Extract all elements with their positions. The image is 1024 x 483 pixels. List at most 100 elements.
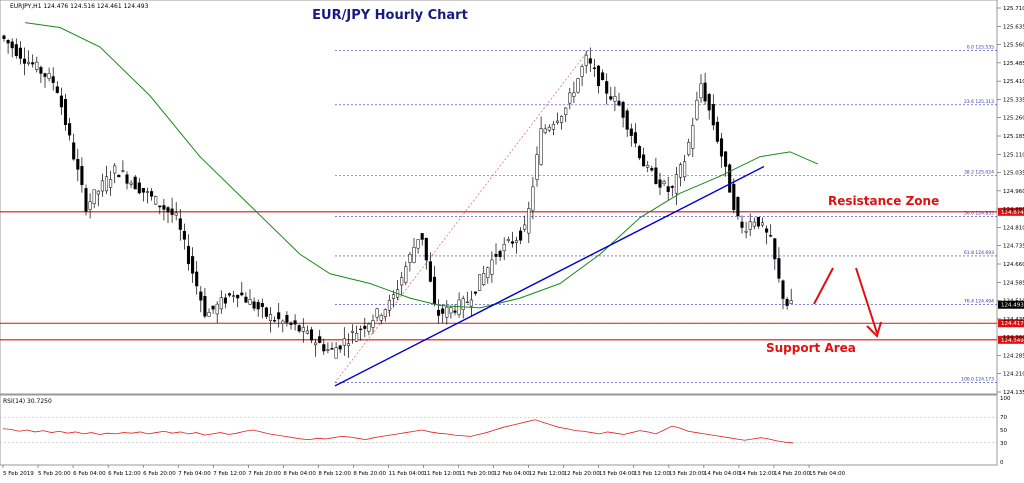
candle-body: [244, 296, 248, 303]
candle-body: [170, 208, 174, 215]
ma-layer: [24, 22, 819, 309]
candle-body: [14, 44, 18, 56]
candle-body: [375, 308, 379, 318]
candle-body: [584, 54, 588, 66]
candle-body: [609, 96, 613, 100]
candle-body: [773, 238, 777, 260]
candle-body: [449, 307, 453, 314]
candle-body: [560, 116, 564, 123]
candle-body: [719, 138, 724, 157]
x-tick-label: 5 Feb 20:00: [38, 471, 71, 477]
candle-body: [514, 240, 519, 243]
candle-body: [22, 58, 27, 64]
candle-body: [117, 174, 121, 178]
candle-body: [428, 261, 432, 282]
x-tick-label: 6 Feb 20:00: [143, 471, 176, 477]
x-tick-label: 12 Feb 20:00: [564, 471, 601, 477]
x-tick-label: 8 Feb 12:00: [318, 471, 351, 477]
candle-body: [547, 126, 551, 131]
rsi-tick-label: 0: [1000, 460, 1004, 466]
candle-body: [104, 176, 109, 192]
level-price-label: 124.417: [1001, 321, 1024, 327]
candle-body: [482, 273, 486, 285]
candle-body: [523, 224, 527, 230]
candle-body: [92, 189, 96, 205]
candle-body: [367, 323, 371, 332]
y-tick-label: 125.185: [1003, 134, 1024, 140]
fib-level-label: 38.2 125.024: [964, 169, 994, 175]
candle-body: [732, 183, 736, 210]
candle-body: [334, 347, 338, 359]
candle-body: [416, 239, 420, 249]
rsi-tick-label: 30: [1000, 441, 1007, 447]
yaxis-layer: 125.710 125.635 125.560 125.485 125.410 125.3…: [997, 6, 1024, 396]
moving-average-line: [24, 22, 819, 309]
candle-body: [535, 154, 539, 180]
candle-body: [703, 82, 707, 102]
candle-body: [301, 327, 305, 332]
x-tick-label: 13 Feb 12:00: [634, 471, 671, 477]
candle-body: [621, 101, 625, 118]
candle-body: [6, 40, 10, 44]
candle-body: [625, 110, 629, 130]
hlines-layer: 124.874 124.417 124.349 124.493: [0, 207, 1024, 344]
candle-body: [113, 165, 117, 174]
candle-body: [232, 295, 236, 297]
candle-body: [330, 348, 334, 350]
candle-body: [617, 100, 621, 106]
candle-body: [100, 180, 104, 192]
support-annotation: Support Area: [766, 341, 856, 355]
candle-body: [502, 244, 506, 252]
y-tick-label: 124.960: [1003, 189, 1024, 195]
candle-body: [748, 221, 752, 230]
candle-body: [588, 58, 592, 64]
y-tick-label: 124.285: [1003, 353, 1024, 359]
candle-body: [51, 76, 55, 83]
symbol-header: EURJPY,H1 124.476 124.516 124.461 124.49…: [10, 3, 149, 10]
candle-body: [277, 312, 281, 320]
trend-line: [334, 165, 765, 387]
candle-body: [765, 228, 769, 233]
candle-body: [174, 212, 178, 216]
candle-body: [273, 320, 277, 322]
candle-body: [363, 325, 367, 329]
main-panel: [0, 0, 998, 395]
candle-body: [633, 132, 637, 144]
fib-level-label: 61.8 124.693: [964, 250, 994, 256]
current-price-label: 124.493: [1001, 303, 1024, 309]
candle-body: [650, 168, 654, 171]
rsi-panel: [0, 394, 998, 466]
candle-body: [642, 154, 646, 167]
candle-body: [68, 123, 72, 136]
candle-body: [289, 322, 293, 325]
candle-body: [445, 306, 449, 318]
candle-body: [478, 274, 482, 291]
candle-body: [236, 294, 240, 299]
rsi-line: [2, 419, 794, 444]
xaxis-layer: 5 Feb 2019 5 Feb 20:00 6 Feb 04:00 6 Feb 12…: [2, 465, 846, 477]
candle-body: [72, 142, 76, 160]
candle-body: [145, 191, 150, 193]
x-tick-label: 12 Feb 04:00: [494, 471, 531, 477]
candle-body: [465, 301, 469, 304]
candle-body: [756, 216, 760, 227]
y-tick-label: 125.560: [1003, 43, 1024, 49]
y-tick-label: 124.885: [1003, 207, 1024, 213]
fib-level-label: 0.0 125.535: [967, 45, 994, 51]
level-price-label: 124.349: [1001, 338, 1024, 344]
x-tick-label: 14 Feb 12:00: [739, 471, 776, 477]
candle-body: [711, 104, 715, 126]
candle-body: [305, 330, 309, 334]
candle-body: [486, 267, 490, 278]
candle-body: [178, 218, 182, 230]
candle-body: [346, 343, 350, 347]
candle-body: [293, 320, 297, 325]
candle-body: [129, 182, 133, 185]
level-price-box: [998, 207, 1024, 216]
candle-body: [203, 296, 207, 317]
candle-body: [2, 35, 6, 39]
candle-body: [461, 298, 465, 310]
candle-body: [256, 301, 260, 310]
